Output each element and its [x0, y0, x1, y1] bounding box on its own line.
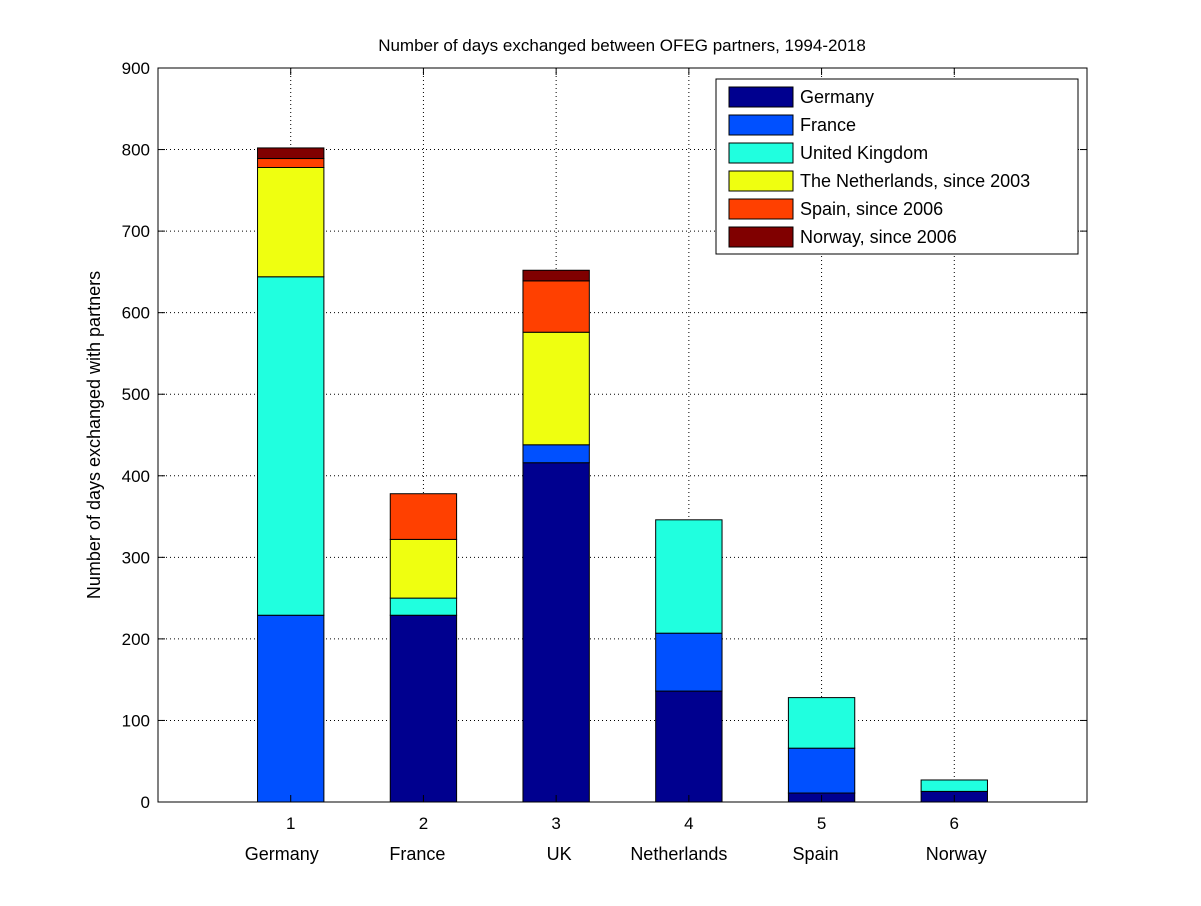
y-tick-label: 600 [122, 304, 150, 323]
bar-segment [389, 538, 458, 599]
legend-swatch [728, 142, 794, 164]
plot-area-frame [157, 67, 1088, 803]
bar-segment [655, 519, 723, 634]
legend-swatch [728, 114, 794, 136]
legend-label: France [800, 115, 856, 135]
category-label: Germany [245, 844, 319, 864]
x-tick-label: 6 [950, 814, 959, 833]
legend-label: United Kingdom [800, 143, 928, 163]
category-label: Norway [926, 844, 987, 864]
legend-label: Spain, since 2006 [800, 199, 943, 219]
y-tick-label: 500 [122, 385, 150, 404]
y-tick-label: 900 [122, 59, 150, 78]
bar-segment [655, 632, 723, 692]
bar-segment [522, 280, 590, 333]
x-tick-label: 2 [419, 814, 428, 833]
y-tick-label: 300 [122, 548, 150, 567]
y-axis-label: Number of days exchanged with partners [84, 271, 104, 599]
bar-segment [389, 614, 458, 803]
category-label: Spain [793, 844, 839, 864]
y-tick-label: 0 [141, 793, 150, 812]
y-tick-label: 400 [122, 467, 150, 486]
legend-box [715, 78, 1079, 255]
bar-segment [257, 614, 325, 803]
bar-segment [522, 331, 590, 446]
x-tick-label: 5 [817, 814, 826, 833]
chart-title: Number of days exchanged between OFEG pa… [378, 36, 866, 55]
bar-segment [522, 444, 590, 464]
bar-segment [787, 697, 856, 749]
y-tick-label: 200 [122, 630, 150, 649]
legend-swatch [728, 198, 794, 220]
bar-segment [787, 747, 856, 794]
legend-label: Norway, since 2006 [800, 227, 957, 247]
bar-segment [257, 276, 325, 616]
bar-segment [389, 597, 458, 616]
x-tick-label: 3 [551, 814, 560, 833]
legend-swatch [728, 170, 794, 192]
y-tick-label: 800 [122, 141, 150, 160]
legend-label: Germany [800, 87, 874, 107]
legend-swatch [728, 226, 794, 248]
y-tick-label: 700 [122, 222, 150, 241]
bar-segment [522, 462, 590, 803]
y-tick-label: 100 [122, 711, 150, 730]
category-label: Netherlands [630, 844, 727, 864]
bar-segment [257, 147, 325, 160]
legend-swatch [728, 86, 794, 108]
bar-segment [920, 779, 988, 792]
x-tick-label: 4 [684, 814, 693, 833]
x-tick-label: 1 [286, 814, 295, 833]
bar-segment [257, 166, 325, 278]
bar-segment [522, 269, 590, 282]
category-label: France [389, 844, 445, 864]
bar-segment [389, 493, 458, 540]
legend-label: The Netherlands, since 2003 [800, 171, 1030, 191]
category-label: UK [547, 844, 572, 864]
bar-segment [257, 158, 325, 168]
bar-segment [655, 690, 723, 803]
